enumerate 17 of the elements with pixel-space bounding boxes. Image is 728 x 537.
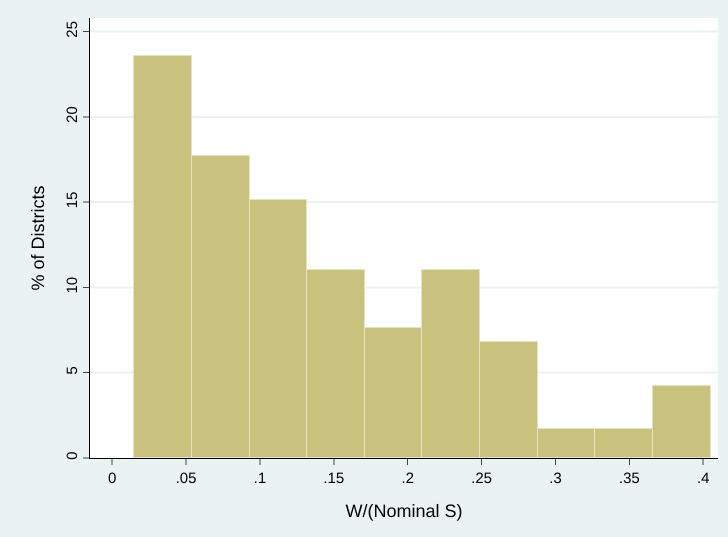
y-tick-label: 5 — [64, 366, 81, 375]
x-tick-label: .15 — [323, 470, 344, 487]
x-tick-label: .3 — [549, 470, 562, 487]
x-tick-label: 0 — [108, 470, 116, 487]
x-tick-label: .05 — [176, 470, 196, 487]
y-tick-label: 0 — [64, 452, 81, 460]
x-tick-label: .2 — [401, 470, 414, 487]
x-axis-title: W/(Nominal S) — [345, 501, 463, 522]
x-tick-label: .4 — [696, 470, 710, 487]
y-tick-label: 20 — [64, 106, 81, 124]
x-tick-label: .35 — [618, 470, 640, 487]
y-axis-title: % of Districts — [28, 185, 48, 291]
x-tick-label: .25 — [471, 470, 492, 487]
y-tick-label: 15 — [64, 192, 81, 208]
y-tick-label: 10 — [64, 276, 81, 294]
x-tick-label: .1 — [254, 470, 266, 487]
y-tick-label: 25 — [64, 21, 81, 38]
